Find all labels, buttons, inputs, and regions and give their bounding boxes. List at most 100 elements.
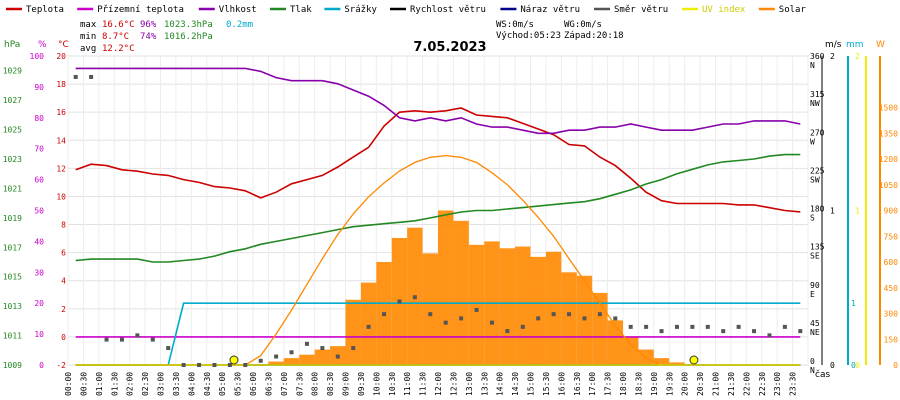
- pressure-tick-label: 1023: [3, 155, 22, 164]
- pressure-tick-label: 1009: [3, 361, 22, 370]
- x-tick-label: 12:00: [434, 372, 443, 396]
- x-tick-label: 01:30: [110, 372, 119, 396]
- wind-info: WS:0m/s WG:0m/s Východ:05:23 Západ:20:18: [496, 20, 624, 41]
- solar-tick-label: 150: [884, 335, 899, 344]
- wind-direction-point: [505, 329, 510, 334]
- wind-direction-point: [412, 295, 417, 300]
- x-tick-label: 19:00: [650, 372, 659, 396]
- pressure-tick-label: 1027: [3, 96, 22, 105]
- humidity-tick-label: 10: [34, 330, 44, 339]
- x-tick-label: 05:00: [218, 372, 227, 396]
- temp-tick-label: -2: [56, 361, 66, 370]
- wind-direction-point: [489, 320, 494, 325]
- wind-direction-point: [304, 341, 309, 346]
- solar-bar: [438, 210, 454, 365]
- chart-title: 7.05.2023: [413, 40, 486, 55]
- x-axis-label: čas: [815, 369, 830, 380]
- wind-direction-point: [335, 354, 340, 359]
- x-tick-label: 06:30: [264, 372, 273, 396]
- solar-bar: [314, 349, 331, 365]
- pressure-tick-label: 1015: [3, 273, 22, 282]
- stats-avg-temp: 12.2°C: [102, 44, 135, 54]
- x-tick-label: 15:30: [542, 372, 551, 396]
- stats-avg-label: avg: [80, 44, 96, 54]
- wind-direction-point: [227, 363, 232, 367]
- solar-bar: [623, 337, 639, 365]
- temp-tick-label: 20: [56, 52, 66, 61]
- wind-direction-point: [782, 324, 787, 329]
- temp-tick-label: 6: [61, 249, 66, 258]
- stats-max-press: 1023.3hPa: [164, 20, 213, 30]
- solar-bar: [653, 358, 670, 365]
- series-line-teplota: [75, 107, 801, 213]
- wind-direction-point: [567, 312, 572, 317]
- solar-tick-label: 750: [884, 232, 899, 241]
- wind-speed-tick-label: 1: [830, 207, 835, 216]
- series-line-tlak: [75, 153, 801, 263]
- unit-degc: °C: [58, 40, 69, 50]
- solar-bar: [453, 220, 469, 365]
- wind-speed-tick-label: 0: [830, 361, 835, 370]
- legend-label-9: Solar: [779, 5, 807, 15]
- solar-tick-label: 0: [893, 361, 898, 370]
- x-tick-label: 11:00: [403, 372, 412, 396]
- sunrise-marker: [229, 355, 239, 365]
- x-tick-label: 09:00: [342, 372, 351, 396]
- direction-tick-label: NW: [810, 99, 820, 108]
- x-tick-label: 04:30: [203, 372, 212, 396]
- wind-direction-point: [721, 329, 726, 334]
- x-tick-label: 06:00: [249, 372, 258, 396]
- x-tick-label: 13:00: [465, 372, 474, 396]
- temp-tick-label: 4: [61, 277, 66, 286]
- wind-direction-point: [474, 307, 479, 312]
- direction-tick-value: 360: [810, 52, 825, 61]
- wind-direction-point: [736, 324, 741, 329]
- x-tick-label: 11:30: [419, 372, 428, 396]
- wind-direction-point: [690, 324, 695, 329]
- solar-tick-label: 1350: [879, 129, 898, 138]
- wind-direction-point: [197, 363, 202, 367]
- wind-gust-info: WG:0m/s: [564, 20, 602, 30]
- wind-direction-point: [243, 363, 248, 367]
- sunrise-info: Východ:05:23: [496, 31, 561, 41]
- solar-bar: [360, 282, 377, 365]
- stats-max-temp: 16.6°C: [102, 20, 135, 30]
- x-axis-ticks: 00:00 00:30 01:00 01:30 02:00 02:30 03:00 03:30…: [64, 372, 798, 396]
- legend-label-0: Teplota: [26, 5, 64, 15]
- humidity-tick-label: 80: [34, 114, 44, 123]
- humidity-tick-label: 50: [34, 207, 44, 216]
- unit-w: W: [876, 40, 885, 50]
- x-tick-label: 13:30: [480, 372, 489, 396]
- wind-direction-point: [628, 324, 633, 329]
- temp-tick-label: 12: [56, 164, 66, 173]
- legend: Teplota Přízemní teplota Vlhkost Tlak Srážky…: [6, 5, 806, 15]
- uv-tick-label: 1: [855, 207, 860, 216]
- wind-direction-point: [73, 74, 78, 79]
- wind-direction-point: [428, 312, 433, 317]
- legend-label-5: Rychlost větru: [410, 5, 486, 15]
- stats-block: max 16.6°C 96% 1023.3hPa 0.2mm min 8.7°C…: [80, 20, 253, 54]
- x-tick-label: 08:00: [311, 372, 320, 396]
- humidity-tick-label: 70: [34, 145, 44, 154]
- legend-label-6: Náraz větru: [520, 5, 580, 15]
- x-tick-label: 17:30: [604, 372, 613, 396]
- solar-bar: [530, 256, 546, 365]
- wind-direction-point: [397, 299, 402, 304]
- solar-bar: [268, 361, 284, 365]
- wind-direction-point: [582, 316, 587, 321]
- wind-direction-point: [752, 329, 757, 334]
- axis-unit-headers: hPa % °C m/s mm W čas: [4, 40, 885, 380]
- wind-direction-point: [289, 350, 294, 355]
- x-tick-label: 00:30: [79, 372, 88, 396]
- solar-tick-label: 1050: [879, 181, 898, 190]
- uv-tick-label: 0: [855, 361, 860, 370]
- sun-markers: [229, 355, 699, 365]
- x-tick-label: 07:00: [280, 372, 289, 396]
- humidity-tick-label: 60: [34, 176, 44, 185]
- legend-label-7: Směr větru: [614, 5, 668, 15]
- solar-tick-label: 300: [884, 310, 899, 319]
- series-line-sr-ky: [75, 302, 801, 366]
- x-tick-label: 16:30: [573, 372, 582, 396]
- solar-bar: [515, 246, 531, 365]
